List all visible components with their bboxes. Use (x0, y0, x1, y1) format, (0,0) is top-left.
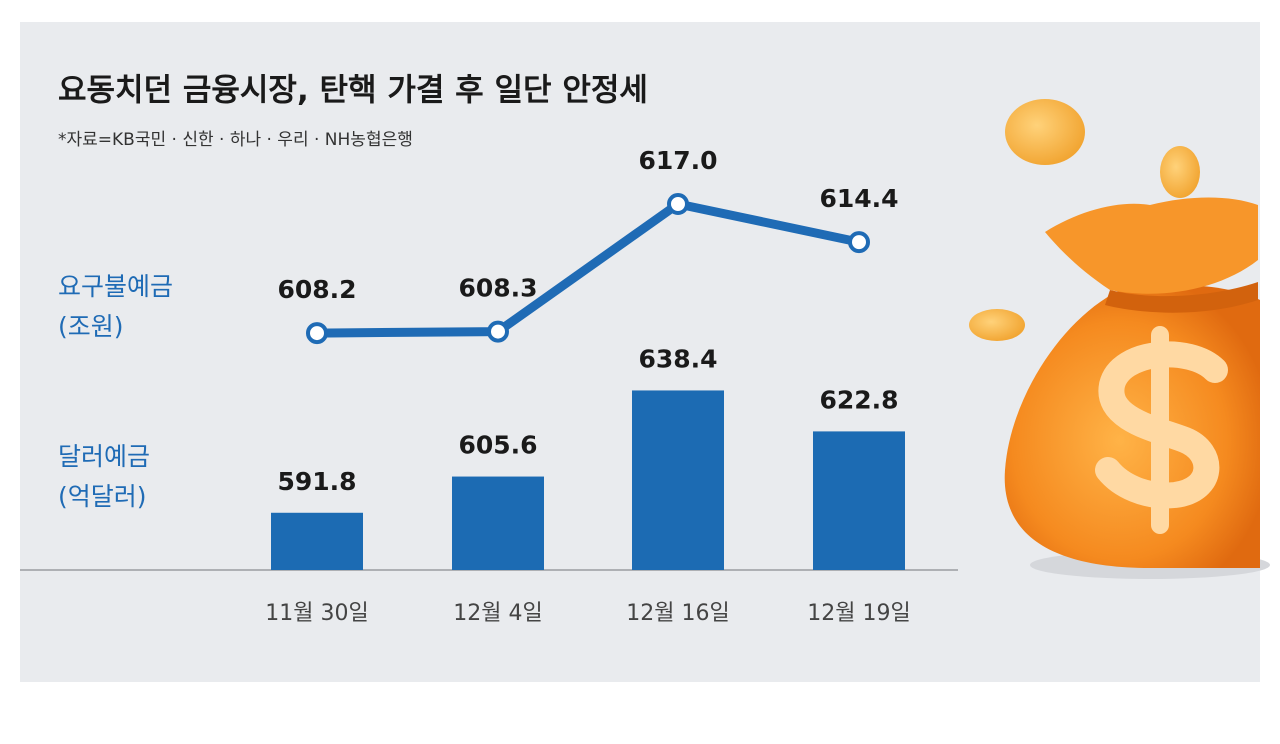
x-tick-label: 12월 4일 (453, 601, 542, 626)
x-tick-label: 12월 19일 (807, 601, 910, 626)
value-label: 638.4 (638, 344, 717, 373)
value-label: 605.6 (458, 431, 537, 460)
bag-top (1045, 197, 1258, 294)
bar (813, 431, 905, 570)
legend-unit: (억달러) (58, 482, 147, 511)
line-series (316, 199, 860, 338)
bar (271, 512, 363, 570)
legend-label: 달러예금 (58, 442, 150, 471)
money-bag-illustration (969, 99, 1270, 579)
bar (452, 476, 544, 570)
bar (632, 390, 724, 570)
value-label: 614.4 (819, 184, 898, 213)
x-tick-label: 11월 30일 (265, 601, 368, 626)
legend-label: 요구불예금 (58, 272, 173, 301)
bag-tie (1105, 282, 1258, 313)
line-marker (848, 231, 870, 254)
value-label: 617.0 (638, 146, 717, 175)
coin (969, 309, 1025, 341)
legend-unit: (조원) (58, 312, 124, 341)
line-marker (667, 193, 689, 215)
value-label: 622.8 (819, 385, 898, 414)
chart-subtitle: *자료=KB국민 · 신한 · 하나 · 우리 · NH농협은행 (58, 130, 413, 150)
x-tick-label: 12월 16일 (626, 601, 729, 626)
value-label: 608.3 (458, 274, 537, 303)
line-marker (306, 322, 328, 345)
value-label: 608.2 (277, 275, 356, 304)
line-marker (487, 320, 509, 343)
coin (1160, 146, 1200, 198)
value-label: 591.8 (277, 467, 356, 496)
coin (1005, 99, 1085, 165)
chart-title: 요동치던 금융시장, 탄핵 가결 후 일단 안정세 (58, 73, 648, 109)
